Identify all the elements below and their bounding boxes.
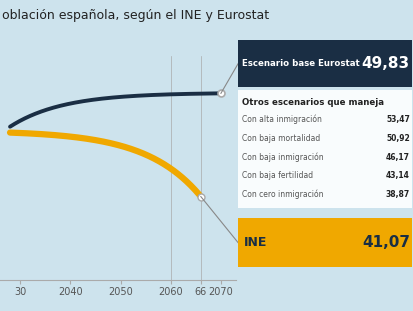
Text: 50,92: 50,92 (385, 134, 409, 143)
Text: Con alta inmigración: Con alta inmigración (242, 115, 321, 124)
Text: 53,47: 53,47 (385, 115, 409, 124)
Text: Escenario base Eurostat: Escenario base Eurostat (242, 59, 359, 68)
Text: Con baja fertilidad: Con baja fertilidad (242, 171, 313, 180)
Text: Con cero inmigración: Con cero inmigración (242, 190, 323, 199)
Text: 38,87: 38,87 (385, 190, 409, 199)
Text: 43,14: 43,14 (385, 171, 409, 180)
Text: Otros escenarios que maneja: Otros escenarios que maneja (242, 98, 383, 107)
Text: 46,17: 46,17 (385, 153, 409, 161)
Text: oblación española, según el INE y Eurostat: oblación española, según el INE y Eurost… (2, 9, 268, 22)
Text: Con baja inmigración: Con baja inmigración (242, 152, 323, 162)
Text: 41,07: 41,07 (361, 235, 409, 250)
Text: 49,83: 49,83 (361, 56, 409, 71)
Text: Con baja mortalidad: Con baja mortalidad (242, 134, 320, 143)
Text: INE: INE (244, 236, 267, 249)
